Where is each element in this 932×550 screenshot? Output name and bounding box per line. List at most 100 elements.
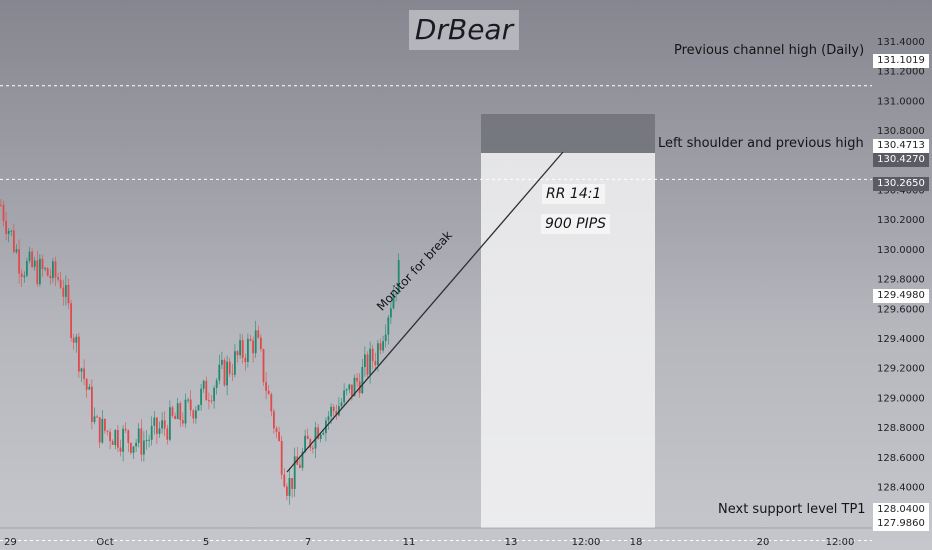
- candle-body: [366, 354, 369, 375]
- candle-body: [317, 427, 319, 439]
- candle-body: [57, 277, 59, 280]
- candle-body: [301, 451, 304, 468]
- candle-body: [41, 258, 44, 269]
- title-background: [409, 10, 519, 50]
- candle-body: [54, 261, 57, 278]
- y-tick-label: 129.8000: [877, 275, 925, 286]
- x-tick-label: 29: [4, 537, 17, 548]
- candle-body: [195, 410, 197, 419]
- candle-body: [5, 220, 7, 234]
- candle-body: [72, 337, 75, 343]
- candle-body: [174, 415, 176, 419]
- candle-body: [353, 377, 356, 397]
- candle-body: [226, 361, 228, 386]
- candle-body: [10, 230, 13, 232]
- candle-body: [98, 417, 101, 443]
- y-tick-label: 128.8000: [877, 423, 925, 434]
- candle-body: [244, 357, 247, 363]
- candle-body: [2, 205, 5, 221]
- candle-body: [143, 440, 145, 455]
- candle-body: [332, 406, 335, 412]
- candle-body: [150, 425, 153, 440]
- candle-body: [96, 416, 98, 418]
- x-tick-label: 5: [203, 537, 209, 548]
- price-badge-support-top: 128.0400: [873, 503, 929, 517]
- candle-body: [257, 330, 260, 338]
- x-tick-label: 7: [305, 537, 311, 548]
- candle-body: [176, 403, 179, 419]
- candle-body: [249, 339, 252, 341]
- candle-body: [369, 348, 371, 375]
- candle-body: [239, 340, 241, 356]
- candle-body: [395, 293, 397, 295]
- candle-body: [192, 410, 195, 419]
- candle-body: [288, 478, 291, 496]
- candle-body: [114, 430, 117, 446]
- candle-body: [169, 407, 171, 440]
- candle-body: [210, 400, 213, 402]
- candle-body: [275, 428, 278, 432]
- candle-body: [345, 389, 348, 391]
- candle-body: [265, 382, 267, 391]
- candle-body: [166, 428, 169, 440]
- candle-body: [49, 275, 52, 278]
- price-badge-target-top: 130.4270: [873, 153, 929, 167]
- candle-body: [293, 456, 296, 489]
- left-shoulder-label: Left shoulder and previous high: [658, 136, 864, 151]
- candle-body: [236, 351, 239, 356]
- candle-body: [101, 418, 104, 443]
- candle-body: [304, 435, 306, 452]
- candle-body: [392, 294, 395, 309]
- candle-body: [202, 380, 205, 389]
- candle-body: [299, 464, 301, 468]
- candle-body: [278, 431, 280, 441]
- candle-body: [93, 416, 96, 422]
- candle-body: [23, 275, 26, 277]
- x-tick-label: 12:00: [572, 537, 601, 548]
- candle-body: [85, 379, 88, 390]
- candle-body: [20, 273, 23, 277]
- candle-body: [127, 430, 130, 443]
- candle-body: [39, 258, 41, 285]
- candle-body: [130, 442, 132, 453]
- candle-body: [122, 428, 124, 452]
- candle-body: [163, 420, 166, 429]
- candle-body: [361, 367, 364, 394]
- candle-body: [137, 428, 140, 443]
- candle-body: [75, 336, 78, 343]
- rr-ratio-label: RR 14:1: [542, 184, 606, 204]
- candle-body: [309, 439, 312, 448]
- y-tick-label: 129.0000: [877, 393, 925, 404]
- candle-body: [111, 441, 114, 445]
- candle-body: [28, 251, 31, 261]
- candle-body: [46, 268, 49, 276]
- candle-body: [205, 380, 208, 401]
- candle-body: [18, 249, 20, 274]
- candle-body: [286, 486, 288, 496]
- candle-body: [397, 260, 400, 294]
- candle-body: [117, 430, 119, 448]
- candle-body: [356, 377, 358, 382]
- candle-body: [135, 442, 137, 447]
- candle-body: [109, 431, 111, 442]
- candle-body: [119, 447, 122, 452]
- candle-body: [187, 399, 189, 401]
- candle-body: [218, 364, 221, 381]
- candle-body: [179, 403, 182, 421]
- candle-body: [0, 204, 2, 206]
- candle-body: [52, 261, 54, 279]
- candle-body: [184, 399, 187, 424]
- candle-body: [348, 384, 351, 390]
- y-tick-label: 130.8000: [877, 126, 925, 137]
- candle-body: [364, 354, 366, 367]
- y-tick-label: 129.2000: [877, 364, 925, 375]
- candle-body: [351, 384, 353, 397]
- candle-body: [88, 386, 91, 390]
- candle-body: [330, 406, 332, 417]
- price-badge-left-shoulder: 130.4713: [873, 139, 929, 153]
- candle-body: [62, 287, 65, 297]
- candle-body: [234, 351, 236, 375]
- candle-body: [171, 407, 174, 416]
- x-tick-label: 12:00: [826, 537, 855, 548]
- candle-body: [7, 230, 10, 234]
